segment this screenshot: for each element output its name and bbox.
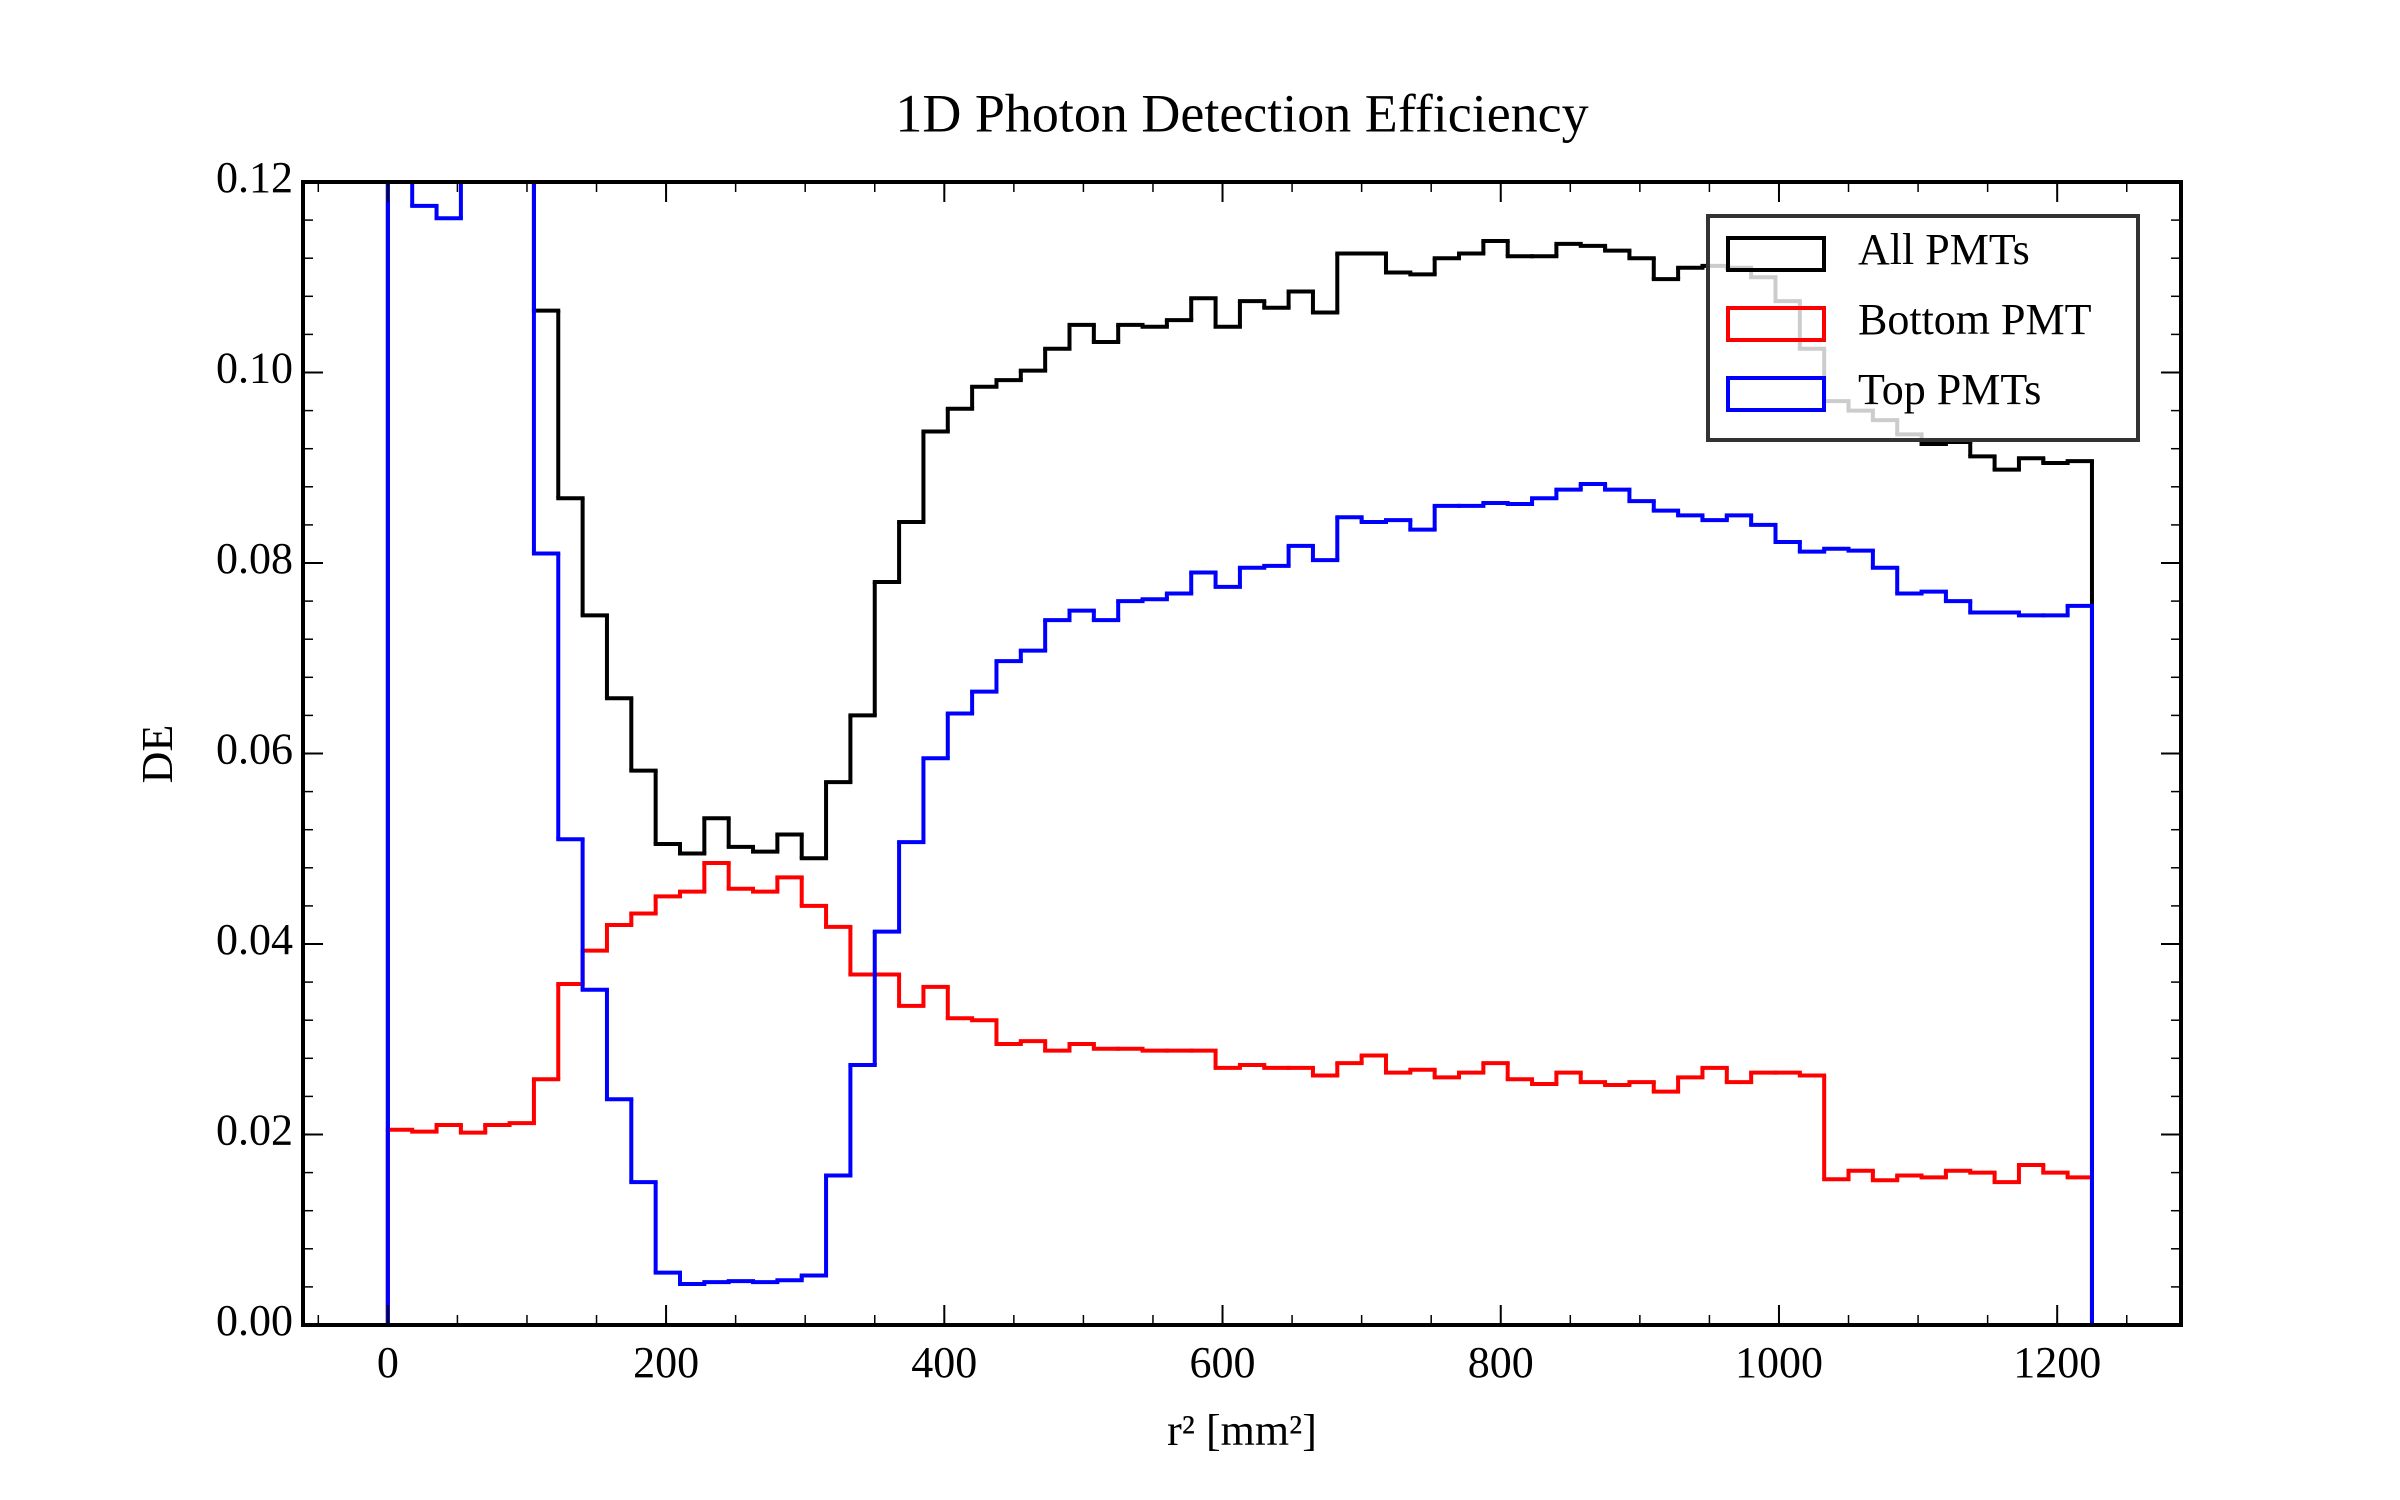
x-tick-label: 1000 [1735, 1338, 1823, 1387]
y-tick-label: 0.02 [216, 1106, 293, 1155]
x-tick-label: 600 [1190, 1338, 1256, 1387]
legend-label: Bottom PMT [1858, 295, 2092, 344]
y-tick-label: 0.00 [216, 1296, 293, 1345]
x-tick-label: 400 [911, 1338, 977, 1387]
legend-box [1706, 214, 2140, 442]
plot-frame [301, 180, 2183, 1327]
legend: All PMTs Bottom PMT Top PMTs [1706, 214, 2140, 442]
legend-label: Top PMTs [1858, 365, 2041, 414]
y-tick-label: 0.08 [216, 534, 293, 583]
x-tick-label: 200 [633, 1338, 699, 1387]
plot-area [385, 182, 2094, 1325]
legend-swatch [1726, 236, 1826, 272]
y-tick-label: 0.06 [216, 725, 293, 774]
series [385, 861, 2094, 1325]
legend-label: All PMTs [1858, 225, 2030, 274]
chart-title: 1D Photon Detection Efficiency [895, 83, 1588, 143]
x-axis-label: r² [mm²] [1167, 1406, 1317, 1455]
y-tick-label: 0.04 [216, 915, 293, 964]
x-tick-label: 1200 [2013, 1338, 2101, 1387]
x-tick-label: 0 [377, 1338, 399, 1387]
y-tick-label: 0.12 [216, 153, 293, 202]
y-axis-label: DE [133, 725, 182, 784]
series [385, 182, 2094, 1325]
legend-swatch [1726, 306, 1826, 342]
y-tick-label: 0.10 [216, 344, 293, 393]
legend-swatch [1726, 376, 1826, 412]
x-tick-label: 800 [1468, 1338, 1534, 1387]
